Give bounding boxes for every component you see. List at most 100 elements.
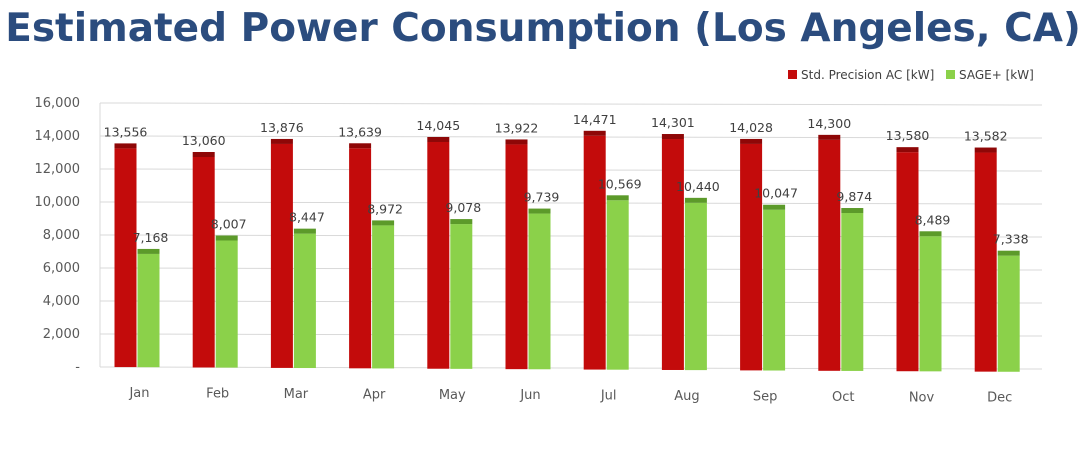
- x-tick-label: Mar: [284, 387, 309, 402]
- bar-std-precision-ac: [896, 152, 919, 372]
- bar-top-face: [974, 147, 997, 153]
- gridline: [99, 267, 1043, 271]
- bar-top-face: [841, 208, 864, 214]
- data-label: 9,739: [524, 190, 560, 205]
- bar-std-precision-ac: [818, 139, 841, 371]
- gridline: [99, 168, 1043, 172]
- bar-top-face: [583, 130, 606, 136]
- bar-top-face: [661, 134, 684, 140]
- data-label: 9,078: [445, 200, 481, 215]
- bar-top-face: [450, 219, 473, 225]
- bar-top-face: [114, 143, 137, 149]
- data-label: 13,580: [886, 128, 930, 143]
- x-tick-label: Nov: [909, 390, 935, 405]
- y-tick-label: 2,000: [43, 327, 80, 342]
- bar-std-precision-ac: [583, 135, 606, 370]
- bar-top-face: [528, 208, 551, 214]
- data-label: 10,440: [676, 179, 720, 194]
- bar-top-face: [137, 248, 160, 254]
- y-tick-label: 10,000: [35, 195, 81, 210]
- y-tick-label: 14,000: [35, 129, 81, 144]
- data-label: 10,569: [598, 176, 642, 191]
- data-label: 8,489: [915, 212, 951, 227]
- bar-std-precision-ac: [661, 139, 684, 370]
- chart-title: Estimated Power Consumption (Los Angeles…: [5, 6, 1081, 51]
- bar-std-precision-ac: [114, 148, 137, 368]
- bar-top-face: [740, 138, 763, 144]
- bar-sage-plus: [919, 236, 942, 372]
- legend-label: Std. Precision AC [kW]: [801, 68, 934, 82]
- data-label: 13,060: [182, 133, 226, 148]
- gridline: [99, 300, 1043, 304]
- data-label: 14,045: [416, 118, 460, 133]
- x-tick-label: May: [439, 388, 466, 403]
- bar-sage-plus: [293, 233, 316, 369]
- data-label: 9,874: [836, 189, 872, 204]
- data-label: 13,582: [964, 129, 1008, 144]
- bar-std-precision-ac: [505, 144, 528, 370]
- x-tick-label: Jul: [600, 389, 617, 404]
- bar-top-face: [215, 235, 238, 241]
- bar-top-face: [427, 136, 450, 142]
- x-tick-label: Sep: [753, 389, 778, 404]
- gridline: [99, 333, 1043, 337]
- data-label: 14,028: [729, 120, 773, 135]
- data-label: 14,300: [807, 116, 851, 131]
- bar-top-face: [997, 250, 1020, 256]
- bar-top-face: [349, 143, 372, 149]
- x-tick-label: Jan: [128, 386, 149, 401]
- bar-std-precision-ac: [740, 143, 763, 371]
- bar-top-face: [763, 204, 786, 210]
- legend-swatch: [788, 70, 797, 79]
- bar-top-face: [606, 195, 629, 201]
- bar-sage-plus: [450, 224, 473, 369]
- x-tick-label: Apr: [363, 387, 386, 402]
- bar-top-face: [192, 152, 215, 158]
- y-axis: - 2,000 4,000 6,000 8,000 10,000 12,000 14,000 1…: [35, 96, 81, 375]
- gridline: [99, 234, 1043, 238]
- bar-std-precision-ac: [192, 157, 215, 368]
- legend: Std. Precision AC [kW] SAGE+ [kW]: [788, 68, 1034, 82]
- x-tick-label: Dec: [987, 391, 1012, 406]
- data-label: 8,447: [289, 210, 325, 225]
- y-tick-label: 4,000: [43, 294, 80, 309]
- bar-top-face: [270, 138, 293, 144]
- bar-std-precision-ac: [270, 143, 293, 368]
- y-tick-label: 12,000: [35, 162, 81, 177]
- data-label: 13,922: [495, 120, 539, 135]
- data-label: 7,338: [993, 232, 1029, 247]
- bar-sage-plus: [763, 209, 786, 371]
- gridline: [99, 135, 1043, 139]
- x-tick-label: Feb: [206, 387, 229, 402]
- bar-top-face: [505, 139, 528, 145]
- bar-top-face: [372, 220, 395, 226]
- bar-sage-plus: [684, 202, 707, 371]
- bar-std-precision-ac: [427, 141, 450, 369]
- gridline: [99, 102, 1043, 106]
- gridlines: [99, 102, 1043, 370]
- data-label: 13,556: [104, 124, 148, 139]
- y-tick-label: 6,000: [43, 261, 80, 276]
- data-label: 13,639: [338, 124, 382, 139]
- bar-sage-plus: [997, 255, 1020, 372]
- bar-top-face: [818, 134, 841, 140]
- bars: [114, 130, 1020, 372]
- x-axis: Jan Feb Mar Apr May Jun Jul Aug Sep Oct Nov Dec: [128, 386, 1012, 406]
- bar-sage-plus: [215, 240, 238, 368]
- bar-sage-plus: [372, 225, 395, 369]
- legend-label: SAGE+ [kW]: [959, 68, 1034, 82]
- data-label: 7,168: [133, 230, 169, 245]
- legend-swatch: [946, 70, 955, 79]
- data-label: 14,301: [651, 115, 695, 130]
- data-label: 14,471: [573, 112, 617, 127]
- y-tick-label: 16,000: [35, 96, 81, 111]
- x-tick-label: Aug: [674, 389, 699, 404]
- gridline: [99, 201, 1043, 205]
- y-tick-label: -: [75, 360, 80, 375]
- bar-std-precision-ac: [349, 148, 372, 369]
- gridline: [99, 366, 1043, 370]
- bar-sage-plus: [841, 213, 864, 371]
- bar-sage-plus: [606, 200, 629, 370]
- y-tick-label: 8,000: [43, 228, 80, 243]
